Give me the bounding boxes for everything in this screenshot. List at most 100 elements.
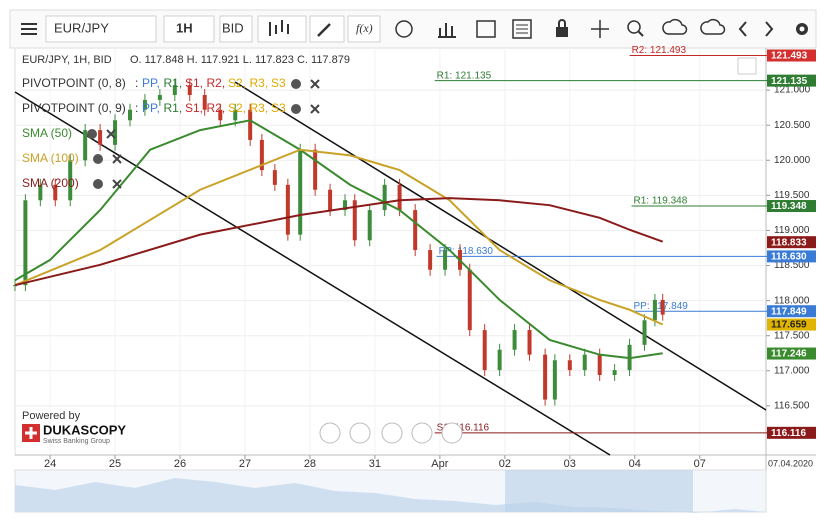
info-text: EUR/JPY, 1H, BID (22, 54, 112, 66)
candle (652, 299, 657, 321)
candle (367, 210, 372, 241)
settings-icon[interactable] (93, 154, 103, 164)
sma-line (14, 197, 664, 287)
candle (597, 354, 602, 376)
nav-controls[interactable] (319, 422, 463, 444)
lock-button[interactable] (556, 19, 568, 37)
x-tick-label: 26 (174, 458, 186, 470)
chart-type-button[interactable] (257, 15, 307, 43)
period-select[interactable] (163, 15, 215, 43)
news-button[interactable] (512, 19, 532, 39)
indicator-part: S2, (228, 101, 246, 115)
navigator-area (15, 478, 766, 513)
x-tick-label: 03 (564, 458, 576, 470)
period: 1H (176, 20, 193, 35)
candle (543, 354, 548, 400)
sma-label: SMA (200) (22, 176, 79, 190)
price-tag-label: 119.348 (771, 201, 807, 212)
candle (53, 184, 58, 201)
remove-icon[interactable] (106, 129, 116, 139)
remove-icon[interactable] (310, 104, 320, 114)
sma-line (14, 148, 664, 326)
candle (642, 320, 647, 345)
price-tag (767, 426, 816, 439)
settings-icon[interactable] (87, 129, 97, 139)
download-button[interactable] (700, 18, 726, 35)
side-select[interactable] (219, 15, 253, 43)
info-button[interactable] (395, 20, 413, 38)
crosshair-button[interactable] (591, 20, 609, 38)
settings-icon[interactable] (291, 79, 301, 89)
sma-label: SMA (50) (22, 126, 72, 140)
menu-button[interactable] (21, 23, 37, 35)
navigator-window[interactable] (505, 470, 693, 512)
candle (38, 184, 43, 201)
next-button[interactable] (765, 21, 774, 37)
indicator-part: R3, (250, 101, 269, 115)
remove-icon[interactable] (310, 79, 320, 89)
y-tick-label: 116.500 (774, 401, 810, 412)
pivot-label: R1: 121.135 (437, 70, 492, 81)
candle (157, 95, 162, 100)
candle (23, 200, 28, 286)
indicator-label: PIVOTPOINT (0, 8) (22, 76, 126, 90)
price-tag-label: 116.116 (771, 428, 806, 439)
y-tick-label: 119.500 (774, 190, 810, 201)
y-tick-label: 121.000 (774, 85, 811, 96)
candle (512, 330, 517, 350)
price-tag-label: 118.833 (771, 237, 807, 248)
price-tag (767, 250, 816, 263)
settings-icon[interactable] (291, 104, 301, 114)
candle (328, 189, 333, 211)
indicators-button[interactable]: f(x) (347, 15, 381, 43)
volume-button[interactable] (438, 23, 456, 38)
candle (413, 210, 418, 251)
zoom-button[interactable] (627, 20, 644, 37)
powered-by: Powered by (22, 410, 81, 422)
candle (233, 109, 238, 121)
remove-icon[interactable] (112, 179, 122, 189)
x-tick-label: 31 (369, 458, 381, 470)
indicator-label: PIVOTPOINT (0, 9) (22, 101, 126, 115)
x-tick-label: 24 (44, 458, 56, 470)
indicator-part: R3, (250, 76, 269, 90)
price-tag-label: 117.246 (771, 349, 807, 360)
candle (142, 99, 147, 110)
indicator-part: S2, (228, 76, 246, 90)
candle (68, 160, 73, 201)
candle (98, 130, 103, 145)
x-tick-label: 27 (239, 458, 251, 470)
y-tick-label: 117.500 (774, 330, 810, 341)
candle (298, 149, 303, 235)
candle (482, 330, 487, 371)
date-tag: 07.04.2020 (768, 458, 813, 468)
indicator-prefix: : (135, 76, 138, 90)
y-tick-label: 118.500 (774, 260, 810, 271)
calendar-button[interactable] (476, 20, 496, 38)
logo-cross (25, 427, 37, 439)
upload-button[interactable] (662, 18, 688, 35)
settings-icon[interactable] (93, 179, 103, 189)
candle (272, 170, 277, 185)
sma-line (14, 119, 663, 360)
indicator-part: S3 (271, 76, 286, 90)
instrument: EUR/JPY (54, 20, 109, 35)
price-tag (767, 74, 816, 87)
draw-button[interactable] (309, 15, 345, 43)
candle (660, 299, 665, 315)
indicator-prefix: : (135, 101, 138, 115)
candle (187, 85, 192, 96)
candle (83, 130, 88, 161)
trendline (14, 91, 611, 456)
prev-button[interactable] (738, 21, 747, 37)
logo-name: DUKASCOPY (43, 422, 126, 437)
candle (352, 200, 357, 241)
x-tick-label: 04 (629, 458, 641, 470)
settings-button[interactable] (796, 23, 808, 35)
candle (285, 184, 290, 235)
indicator-part: PP, (142, 101, 160, 115)
price-tag-label: 117.659 (771, 320, 807, 331)
instrument-select[interactable] (45, 15, 157, 43)
expand-button[interactable] (737, 57, 757, 75)
remove-icon[interactable] (112, 154, 122, 164)
